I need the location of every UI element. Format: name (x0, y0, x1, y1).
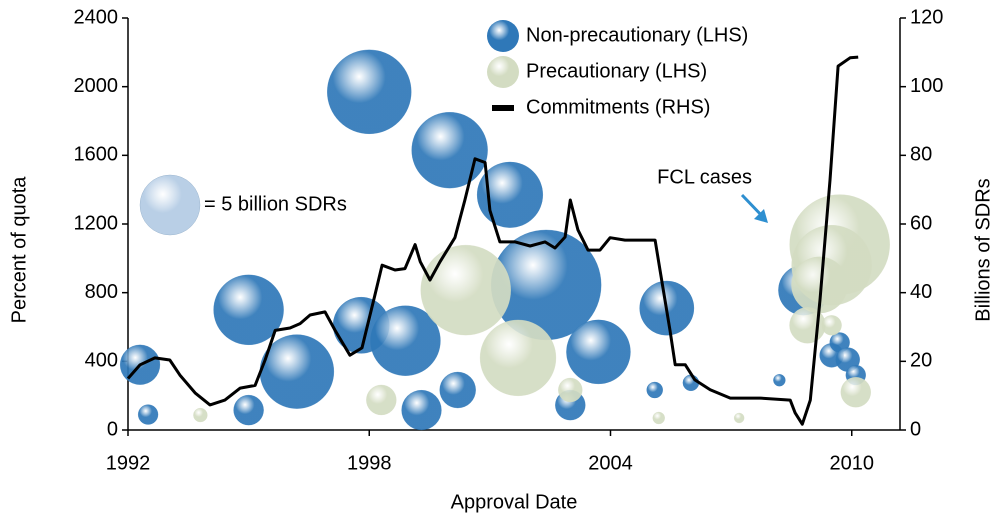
y-tick-label: 400 (85, 350, 118, 372)
bubble (734, 413, 744, 423)
legend-swatch (487, 20, 519, 52)
size-key-label: = 5 billion SDRs (204, 193, 347, 215)
legend-label: Non-precautionary (LHS) (526, 24, 748, 46)
y2-axis-title: Billions of SDRs (972, 178, 994, 321)
size-key-bubble (140, 175, 200, 235)
y-tick-label: 2000 (74, 75, 119, 97)
x-tick-label: 2010 (830, 452, 875, 474)
x-axis-title: Approval Date (451, 491, 578, 513)
bubble (566, 320, 630, 384)
bubble (653, 412, 665, 424)
y2-tick-label: 40 (910, 281, 932, 303)
bubble (647, 382, 663, 398)
bubble (138, 405, 158, 425)
y-tick-label: 0 (107, 418, 118, 440)
bubble (558, 378, 582, 402)
y2-tick-label: 100 (910, 75, 943, 97)
bubble (193, 408, 207, 422)
y-tick-label: 2400 (74, 6, 119, 28)
legend-swatch (487, 56, 519, 88)
bubble (412, 112, 488, 188)
y-tick-label: 800 (85, 281, 118, 303)
bubble (841, 377, 871, 407)
y2-tick-label: 120 (910, 6, 943, 28)
bubble (402, 390, 442, 430)
y2-tick-label: 0 (910, 418, 921, 440)
chart: Percent of quota Billions of SDRs Approv… (0, 0, 999, 520)
page: Percent of quota Billions of SDRs Approv… (0, 0, 999, 520)
bubble (421, 245, 511, 335)
x-tick-label: 1998 (347, 452, 392, 474)
y-tick-label: 1200 (74, 212, 119, 234)
y-tick-label: 1600 (74, 144, 119, 166)
bubble (327, 50, 411, 134)
y2-tick-label: 60 (910, 212, 932, 234)
bubble (773, 374, 785, 386)
y-axis-title: Percent of quota (8, 176, 30, 324)
x-tick-label: 2004 (588, 452, 633, 474)
bubble (440, 372, 476, 408)
x-tick-label: 1992 (106, 452, 151, 474)
legend-label: Commitments (RHS) (526, 96, 710, 118)
bubble (480, 320, 556, 396)
bubble (822, 315, 842, 335)
bubble (366, 385, 396, 415)
legend-label: Precautionary (LHS) (526, 60, 707, 82)
y2-tick-label: 20 (910, 350, 932, 372)
bubble (683, 375, 699, 391)
bubble (234, 395, 264, 425)
annotation: FCL cases (657, 166, 752, 188)
y2-tick-label: 80 (910, 144, 932, 166)
